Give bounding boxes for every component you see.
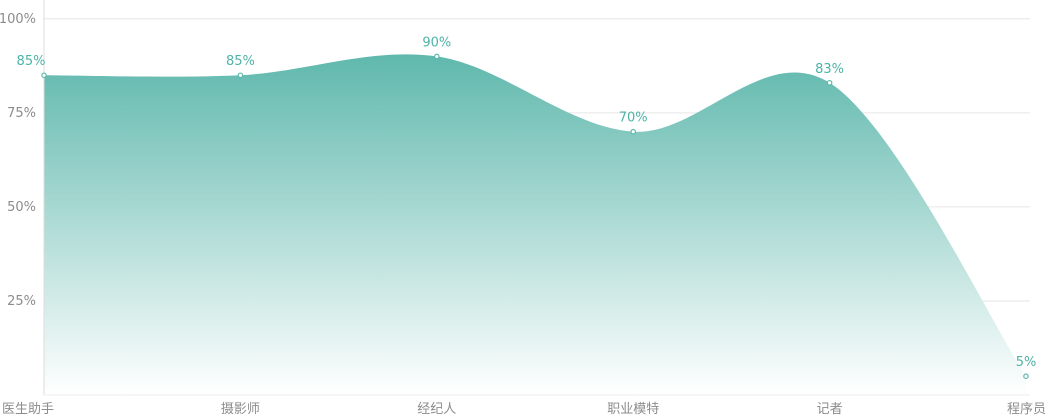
- data-label: 70%: [619, 111, 648, 126]
- data-label: 85%: [226, 54, 255, 69]
- y-tick-label: 75%: [7, 106, 36, 121]
- data-point[interactable]: [630, 128, 637, 135]
- x-tick-label: 记者: [817, 402, 843, 417]
- y-tick-label: 50%: [7, 200, 36, 215]
- data-label: 85%: [17, 54, 46, 69]
- data-label: 83%: [815, 62, 844, 77]
- x-tick-label: 职业模特: [607, 402, 659, 417]
- data-point[interactable]: [826, 79, 833, 86]
- y-tick-label: 100%: [0, 12, 36, 27]
- y-tick-label: 25%: [7, 294, 36, 309]
- area-series: [44, 54, 1026, 395]
- data-point[interactable]: [1023, 373, 1029, 379]
- data-points: [41, 53, 1029, 379]
- data-point[interactable]: [237, 72, 244, 79]
- x-tick-label: 程序员: [1007, 402, 1046, 417]
- data-point[interactable]: [433, 53, 440, 60]
- data-labels: 85% 85% 90% 70% 83% 5%: [17, 35, 1037, 370]
- data-point[interactable]: [41, 72, 47, 79]
- x-tick-label: 摄影师: [221, 402, 260, 417]
- x-tick-label: 经纪人: [417, 402, 456, 417]
- data-label: 5%: [1016, 355, 1037, 370]
- area-fill: [44, 54, 1026, 395]
- x-tick-label: 医生助手: [2, 402, 54, 417]
- data-label: 90%: [422, 35, 451, 50]
